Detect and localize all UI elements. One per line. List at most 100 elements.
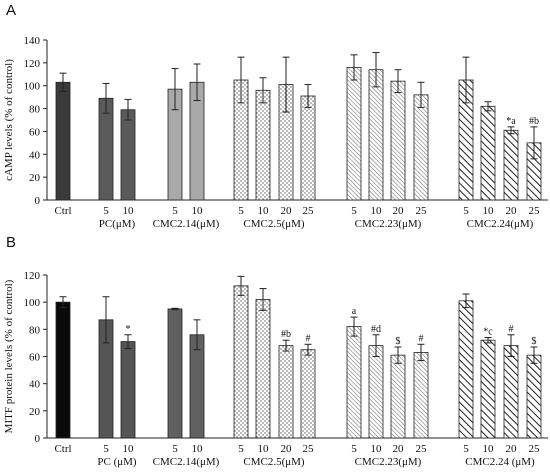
significance-label: # [306,333,311,344]
group-label: CMC2.5(μM) [243,218,305,230]
x-tick-label: 25 [416,443,428,455]
bar [346,67,362,201]
x-tick-label: 10 [258,443,270,455]
x-tick-label: 10 [123,205,135,217]
bar [458,300,474,439]
x-tick-label: 25 [529,205,541,217]
y-tick-label: 100 [24,81,41,93]
significance-label: #b [529,116,539,127]
bar [390,80,406,201]
group-label: CMC2.14(μM) [153,218,220,230]
bar [278,345,294,439]
y-tick-label: 120 [24,270,41,282]
bar [368,345,384,439]
significance-label: # [419,333,424,344]
group-label: CMC2.24 (μM) [465,456,535,468]
bar [526,354,542,439]
x-tick-label: 5 [463,205,469,217]
y-tick-label: 80 [29,104,41,116]
x-tick-label: Ctrl [54,205,71,217]
x-tick-label: 20 [393,443,405,455]
group-label: CMC2.14(μM) [153,456,220,468]
bar [300,95,316,201]
bar [55,81,71,201]
x-tick-label: 20 [506,205,518,217]
significance-label: *a [506,116,516,127]
group-label: CMC2.23(μM) [355,456,422,468]
significance-label: a [352,306,357,317]
bar [503,345,519,439]
bar [255,299,271,439]
y-tick-label: 80 [29,324,41,336]
y-axis-label: MITF protein levels (% of control) [3,279,15,433]
significance-label: # [509,324,514,335]
y-tick-label: 40 [29,379,41,391]
x-tick-label: 25 [416,205,428,217]
significance-label: $ [396,336,401,347]
y-tick-label: 40 [29,149,41,161]
significance-label: #d [371,324,381,335]
bar [480,339,496,439]
significance-label: #b [281,329,291,340]
x-tick-label: 20 [393,205,405,217]
group-label: PC(μM) [99,218,136,230]
bar [167,308,183,439]
x-tick-label: 10 [192,443,204,455]
x-tick-label: 5 [172,205,178,217]
x-tick-label: 25 [529,443,541,455]
bar [120,109,136,201]
panel-label: A [6,2,16,19]
y-tick-label: 100 [24,297,41,309]
x-tick-label: 5 [351,205,357,217]
y-tick-label: 120 [24,58,41,70]
bar [300,349,316,439]
group-label: CMC2.5(μM) [243,456,305,468]
group-label: CMC2.24(μM) [467,218,534,230]
y-tick-label: 140 [24,35,41,47]
x-tick-label: 25 [303,443,315,455]
bar [480,105,496,201]
x-tick-label: 5 [238,205,244,217]
group-label: CMC2.23(μM) [355,218,422,230]
x-tick-label: 10 [483,205,495,217]
significance-label: * [126,324,131,335]
significance-label: $ [532,336,537,347]
x-tick-label: 10 [483,443,495,455]
x-tick-label: 5 [463,443,469,455]
bar [368,69,384,201]
x-tick-label: 10 [371,205,383,217]
panel-a-chart: A 0 20 40 60 80 100 120 140 cAMP levels (% of con… [3,2,548,230]
x-tick-label: 10 [258,205,270,217]
x-tick-label: 5 [103,443,109,455]
x-tick-label: 5 [351,443,357,455]
bar [503,129,519,201]
y-tick-label: 60 [29,126,41,138]
y-axis-label: cAMP levels (% of control) [3,59,15,181]
x-tick-label: 20 [506,443,518,455]
x-tick-label: 20 [281,205,293,217]
bar [120,341,136,439]
group-label: PC (μM) [97,456,137,468]
x-tick-label: Ctrl [54,443,71,455]
x-tick-label: 10 [371,443,383,455]
bar [346,326,362,439]
y-tick-label: 0 [35,433,41,445]
x-tick-label: 10 [123,443,135,455]
y-tick-label: 0 [35,195,41,207]
panel-label: B [6,234,16,251]
x-tick-label: 10 [192,205,204,217]
y-tick-label: 20 [29,406,41,418]
bar [255,89,271,201]
bar [413,352,429,439]
x-tick-label: 20 [281,443,293,455]
x-tick-label: 5 [172,443,178,455]
bar [55,301,71,439]
x-tick-label: 25 [303,205,315,217]
y-tick-label: 60 [29,352,41,364]
panel-b-chart: B 0 20 40 60 80 100 120 MITF protein levels (% o… [3,234,548,468]
significance-label: *c [483,326,493,337]
x-tick-label: 5 [238,443,244,455]
bar [413,94,429,201]
y-tick-label: 20 [29,172,41,184]
